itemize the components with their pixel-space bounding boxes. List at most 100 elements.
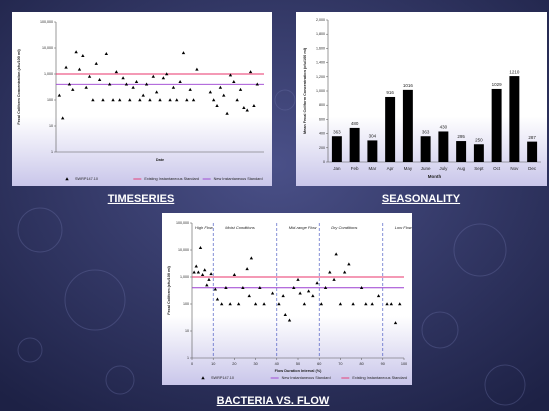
data-point bbox=[296, 277, 300, 281]
data-point bbox=[255, 82, 259, 86]
y-tick-label: 10 bbox=[185, 329, 189, 333]
y-axis-label: Fecal Coliform (cfu/100 ml) bbox=[167, 266, 171, 315]
x-tick-label: Oct bbox=[493, 166, 501, 171]
bar bbox=[456, 141, 467, 162]
data-point bbox=[241, 285, 245, 289]
data-point bbox=[161, 76, 166, 80]
x-tick-label: 100 bbox=[401, 362, 407, 366]
value-label: 295 bbox=[457, 134, 465, 139]
data-point bbox=[393, 321, 398, 325]
y-tick-label: 800 bbox=[319, 103, 325, 107]
legend-label: New Instantaneous Standard bbox=[214, 177, 263, 181]
bar bbox=[473, 144, 484, 162]
data-point bbox=[185, 98, 189, 102]
bar bbox=[385, 96, 396, 162]
data-point bbox=[101, 98, 105, 102]
data-point bbox=[270, 291, 275, 295]
data-point bbox=[248, 70, 253, 74]
bar bbox=[331, 136, 342, 162]
data-point bbox=[258, 285, 262, 289]
y-tick-label: 1,200 bbox=[316, 75, 325, 79]
data-point bbox=[200, 273, 205, 277]
data-point bbox=[376, 294, 381, 298]
data-point bbox=[165, 72, 169, 76]
bar bbox=[527, 141, 538, 162]
data-point bbox=[148, 98, 152, 102]
data-point bbox=[228, 73, 233, 77]
value-label: 480 bbox=[351, 121, 359, 126]
data-point bbox=[203, 268, 207, 272]
data-point bbox=[61, 116, 65, 120]
data-point bbox=[385, 302, 389, 306]
data-point bbox=[158, 98, 162, 102]
data-point bbox=[124, 82, 129, 86]
data-point bbox=[287, 318, 292, 322]
data-point bbox=[151, 74, 155, 78]
value-label: 363 bbox=[333, 129, 341, 134]
data-point bbox=[245, 108, 249, 112]
x-tick-label: July bbox=[439, 166, 448, 171]
x-tick-label: Feb bbox=[351, 166, 359, 171]
data-point bbox=[111, 98, 115, 102]
data-point bbox=[252, 103, 256, 107]
data-point bbox=[118, 98, 122, 102]
value-label: 363 bbox=[422, 129, 430, 134]
data-point bbox=[77, 67, 82, 71]
data-point bbox=[134, 80, 139, 84]
value-label: 287 bbox=[528, 135, 536, 140]
y-tick-label: 2,000 bbox=[316, 18, 325, 22]
bubble-pattern bbox=[17, 89, 526, 406]
y-tick-label: 1,000 bbox=[180, 275, 189, 279]
data-point bbox=[94, 61, 98, 65]
data-point bbox=[168, 98, 172, 102]
data-point bbox=[107, 82, 112, 86]
x-tick-label: 60 bbox=[317, 362, 321, 366]
data-point bbox=[292, 285, 296, 289]
data-point bbox=[359, 285, 364, 289]
data-point bbox=[211, 98, 216, 102]
data-point bbox=[315, 281, 319, 285]
data-point bbox=[191, 98, 196, 102]
data-point bbox=[209, 272, 213, 276]
data-point bbox=[338, 302, 343, 306]
y-tick-label: 100 bbox=[47, 98, 53, 102]
x-tick-label: 20 bbox=[232, 362, 236, 366]
caption: BACTERIA VS. FLOW bbox=[217, 395, 330, 407]
data-point bbox=[224, 285, 228, 289]
data-point bbox=[332, 277, 336, 281]
bar bbox=[349, 127, 360, 162]
x-tick-label: Nov bbox=[510, 166, 519, 171]
bar bbox=[420, 136, 431, 162]
data-point bbox=[171, 85, 176, 89]
data-point bbox=[215, 103, 219, 107]
data-point bbox=[138, 98, 142, 102]
y-tick-label: 10 bbox=[49, 124, 53, 128]
y-tick-label: 400 bbox=[319, 132, 325, 136]
data-point bbox=[262, 302, 266, 306]
data-point bbox=[253, 302, 258, 306]
data-point bbox=[195, 67, 199, 71]
x-axis-label: Month bbox=[428, 174, 442, 179]
data-point bbox=[219, 302, 224, 306]
bar bbox=[438, 131, 449, 162]
data-point bbox=[218, 85, 223, 89]
value-label: 1210 bbox=[509, 69, 520, 74]
x-tick-label: June bbox=[421, 166, 431, 171]
data-point bbox=[306, 289, 311, 293]
x-tick-label: Apr bbox=[387, 166, 395, 171]
x-tick-label: Mar bbox=[369, 166, 377, 171]
legend-marker bbox=[201, 376, 205, 380]
data-point bbox=[370, 302, 374, 306]
y-tick-label: 100,000 bbox=[40, 20, 53, 24]
data-point bbox=[181, 51, 186, 55]
data-point bbox=[364, 302, 368, 306]
data-point bbox=[351, 302, 355, 306]
data-point bbox=[323, 285, 328, 289]
x-tick-label: Sept bbox=[474, 166, 484, 171]
data-point bbox=[283, 312, 287, 316]
data-point bbox=[194, 264, 198, 268]
bar bbox=[491, 88, 502, 162]
bar bbox=[402, 89, 413, 162]
